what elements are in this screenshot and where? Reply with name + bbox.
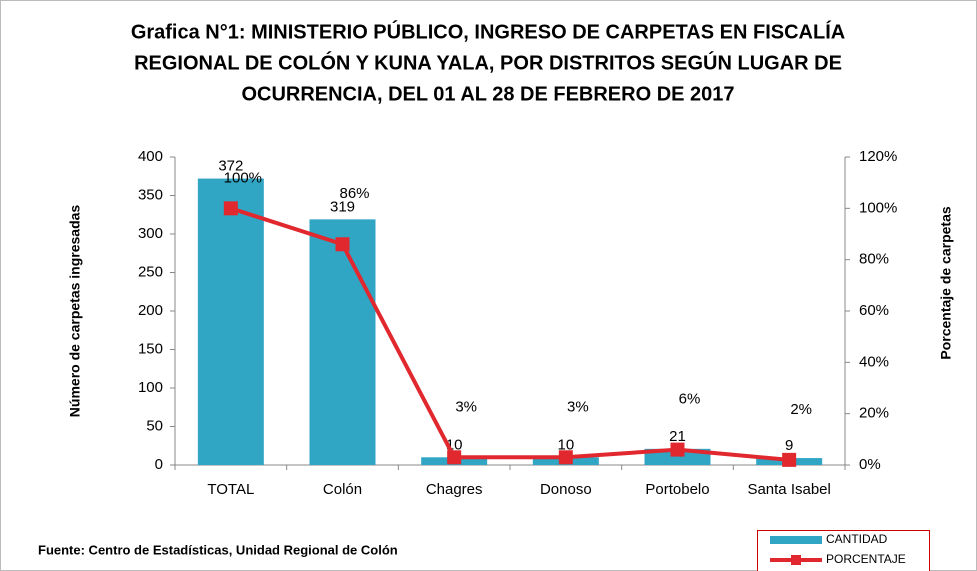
y2-tick-label: 20% [859, 405, 889, 422]
bar-value-label: 319 [330, 198, 355, 215]
bar-value-label: 10 [557, 436, 574, 453]
x-tick-label: Donoso [540, 481, 592, 498]
y-tick-label: 350 [138, 186, 163, 203]
legend-label: PORCENTAJE [826, 552, 906, 566]
line-value-label: 3% [567, 398, 589, 415]
bar [197, 178, 264, 465]
chart-title: OCURRENCIA, DEL 01 AL 28 DE FEBRERO DE 2… [241, 83, 734, 105]
y-tick-label: 400 [138, 148, 163, 165]
x-tick-label: Portobelo [645, 481, 709, 498]
bar-value-label: 21 [669, 428, 686, 445]
bar [309, 219, 376, 465]
y2-tick-label: 80% [859, 251, 889, 268]
bar-value-label: 372 [218, 158, 243, 175]
legend-swatch [770, 536, 822, 544]
y2-tick-label: 120% [859, 148, 897, 165]
chart-title: REGIONAL DE COLÓN Y KUNA YALA, POR DISTR… [134, 50, 842, 74]
y2-axis-title: Porcentaje de carpetas [938, 206, 954, 360]
y-axis-title: Número de carpetas ingresadas [67, 205, 83, 418]
line-value-label: 100% [224, 169, 262, 186]
y-tick-label: 100 [138, 379, 163, 396]
line-marker [223, 201, 238, 216]
line-value-label: 3% [455, 398, 477, 415]
y-tick-label: 250 [138, 263, 163, 280]
line [230, 206, 790, 462]
line-value-label: 6% [679, 391, 701, 408]
x-tick-label: Chagres [426, 481, 483, 498]
x-tick-label: Santa Isabel [747, 481, 830, 498]
y-tick-label: 50 [146, 417, 163, 434]
y-tick-label: 0 [155, 456, 163, 473]
line-marker [670, 442, 685, 457]
y-tick-label: 150 [138, 340, 163, 357]
y2-tick-label: 60% [859, 302, 889, 319]
line-value-label: 2% [790, 401, 812, 418]
line-marker [447, 450, 462, 465]
y-tick-label: 300 [138, 225, 163, 242]
legend-label: CANTIDAD [826, 532, 888, 546]
x-tick-label: Colón [323, 481, 362, 498]
line-marker [558, 450, 573, 465]
line-value-label: 86% [339, 185, 369, 202]
legend-swatch [791, 555, 801, 565]
y2-tick-label: 100% [859, 199, 897, 216]
line-marker [782, 452, 797, 467]
x-tick-label: TOTAL [207, 481, 254, 498]
bar-value-label: 9 [785, 437, 793, 454]
line-marker [335, 237, 350, 252]
chart-title: Grafica N°1: MINISTERIO PÚBLICO, INGRESO… [131, 19, 845, 43]
y2-tick-label: 0% [859, 456, 881, 473]
source-note: Fuente: Centro de Estadísticas, Unidad R… [38, 542, 398, 557]
y-tick-label: 200 [138, 302, 163, 319]
y2-tick-label: 40% [859, 353, 889, 370]
